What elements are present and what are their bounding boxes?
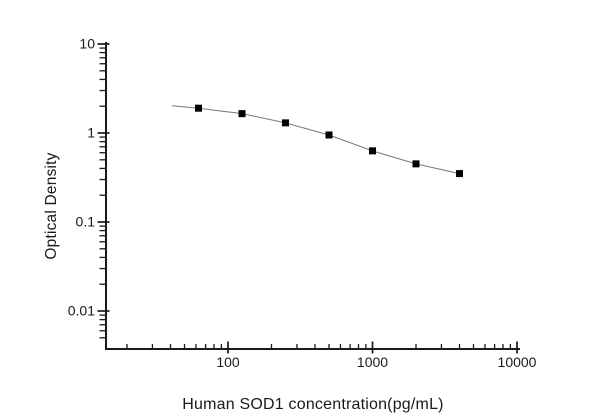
data-point-marker — [369, 147, 376, 155]
x-tick-label: 100 — [216, 354, 240, 370]
y-tick-label: 0.01 — [68, 303, 95, 319]
data-point-marker — [195, 104, 203, 112]
y-tick-label: 10 — [79, 36, 95, 52]
x-tick-label: 1000 — [357, 354, 388, 370]
data-point-marker — [238, 110, 246, 118]
y-axis-title: Optical Density — [43, 152, 60, 260]
data-point-marker — [412, 160, 420, 168]
data-point-marker — [282, 119, 290, 127]
y-tick-label: 1 — [87, 125, 95, 141]
x-axis-title: Human SOD1 concentration(pg/mL) — [182, 396, 444, 413]
data-point-marker — [325, 131, 333, 139]
x-tick-label: 10000 — [498, 354, 537, 370]
data-point-marker — [455, 170, 463, 178]
standard-curve-line — [171, 105, 460, 175]
y-tick-label: 0.1 — [76, 214, 96, 230]
